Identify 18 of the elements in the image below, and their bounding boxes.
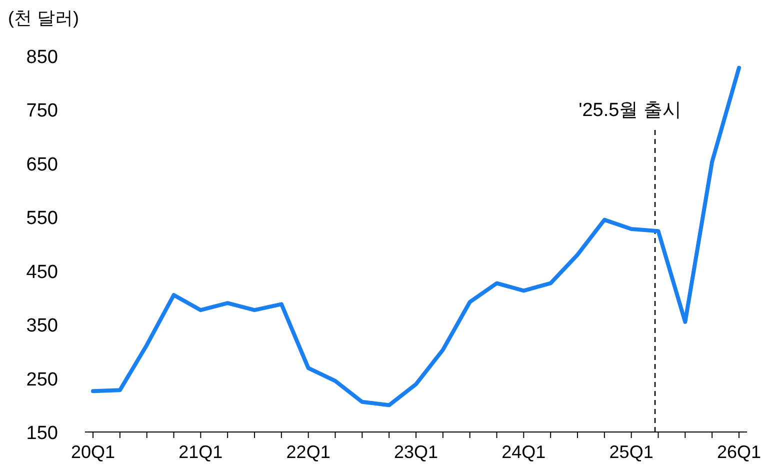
- y-tick-label: 350: [26, 316, 58, 337]
- y-tick-label: 550: [26, 208, 58, 230]
- y-tick-label: 750: [26, 100, 58, 122]
- x-tick-label: 24Q1: [502, 442, 546, 462]
- x-tick-label: 25Q1: [609, 442, 654, 462]
- x-tick-label: 22Q1: [286, 442, 330, 462]
- y-axis-title: (천 달러): [8, 8, 79, 28]
- x-tick-label: 20Q1: [70, 442, 116, 462]
- x-tick-label: 26Q1: [716, 442, 762, 462]
- x-tick-label: 21Q1: [178, 442, 223, 462]
- y-tick-label: 650: [26, 154, 58, 176]
- y-tick-label: 450: [26, 262, 58, 283]
- line-series: [91, 66, 741, 408]
- annotation: '25.5월 출시: [578, 100, 682, 121]
- y-tick-label: 850: [26, 47, 58, 68]
- y-tick-label: 150: [26, 423, 58, 444]
- y-tick-label: 250: [26, 369, 58, 390]
- x-tick-label: 23Q1: [394, 442, 438, 462]
